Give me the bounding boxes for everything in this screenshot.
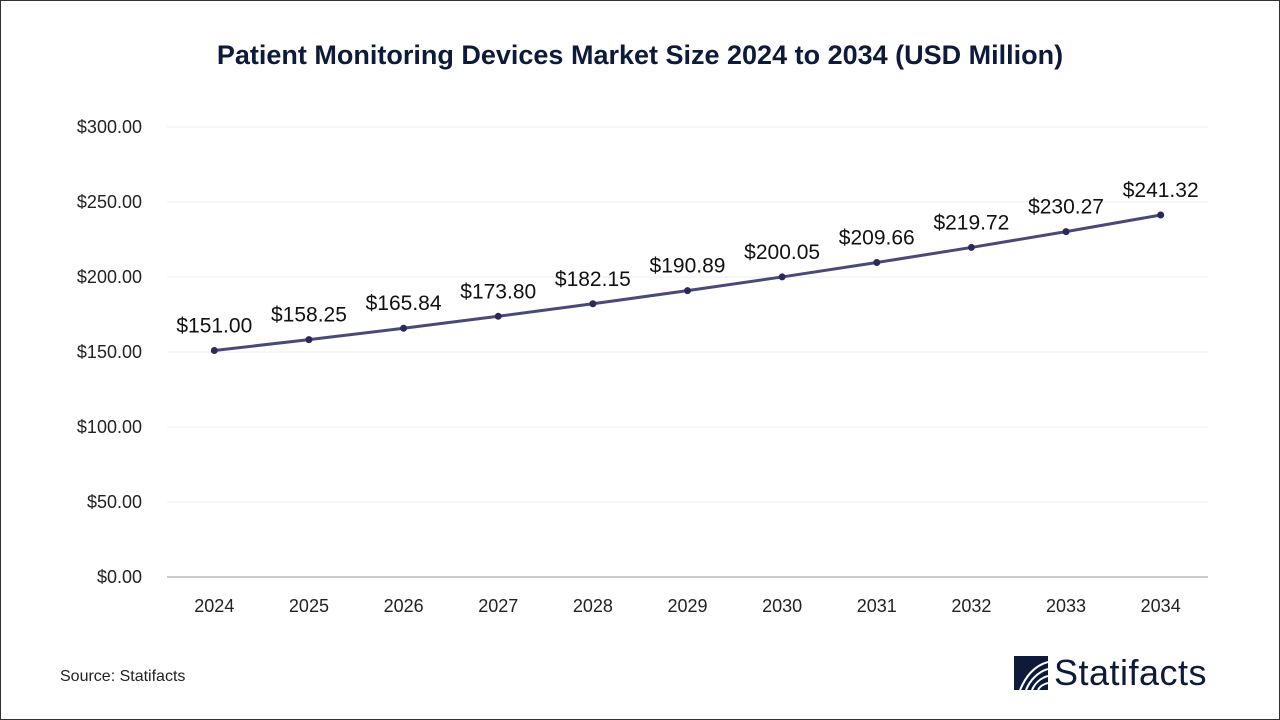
data-label: $190.89 [650, 255, 726, 278]
y-tick-label: $300.00 [77, 117, 142, 137]
data-point [494, 312, 502, 320]
logo-text: Statifacts [1054, 652, 1208, 693]
data-point [967, 243, 975, 251]
y-tick-label: $100.00 [77, 417, 142, 437]
y-tick-label: $200.00 [77, 267, 142, 287]
statifacts-logo-icon [1014, 656, 1048, 690]
data-label: $200.05 [744, 241, 820, 264]
x-tick-label: 2025 [289, 596, 329, 616]
x-tick-label: 2030 [762, 596, 802, 616]
source-note: Source: Statifacts [60, 668, 186, 685]
data-label: $241.32 [1123, 179, 1199, 202]
y-tick-label: $50.00 [87, 492, 142, 512]
data-label: $219.72 [933, 211, 1009, 234]
data-point [684, 287, 691, 295]
data-point [400, 324, 408, 332]
data-point [305, 336, 313, 344]
x-tick-label: 2033 [1046, 596, 1086, 616]
x-tick-label: 2032 [951, 596, 991, 616]
data-point [778, 273, 786, 281]
data-label: $173.80 [460, 280, 536, 303]
data-label: $182.15 [555, 268, 631, 291]
data-point [1157, 211, 1165, 219]
x-tick-label: 2027 [478, 596, 518, 616]
y-tick-label: $0.00 [97, 567, 142, 587]
data-label: $165.84 [366, 292, 442, 315]
data-label: $151.00 [176, 315, 252, 338]
chart-title: Patient Monitoring Devices Market Size 2… [216, 40, 1064, 70]
data-point [210, 347, 218, 354]
data-label: $230.27 [1028, 196, 1104, 219]
statifacts-logo: Statifacts [1014, 652, 1207, 694]
data-label: $158.25 [271, 304, 347, 327]
x-tick-label: 2028 [573, 596, 613, 616]
series-line [214, 213, 1161, 352]
x-tick-label: 2029 [667, 596, 707, 616]
data-point [873, 259, 881, 267]
x-tick-label: 2026 [384, 596, 424, 616]
x-tick-label: 2031 [857, 596, 897, 616]
y-tick-label: $250.00 [77, 192, 142, 212]
data-point [589, 300, 597, 308]
y-tick-label: $150.00 [77, 342, 142, 362]
data-label: $209.66 [839, 227, 915, 250]
data-point [1062, 228, 1070, 236]
x-tick-label: 2024 [194, 596, 234, 616]
x-tick-label: 2034 [1141, 596, 1181, 616]
